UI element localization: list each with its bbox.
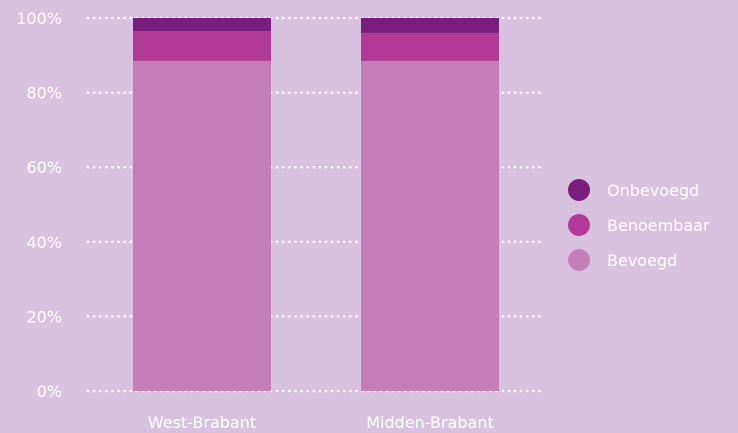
legend-swatch (568, 249, 590, 271)
legend-label: Bevoegd (607, 251, 677, 270)
legend-swatch (568, 214, 590, 236)
legend: Onbevoegd Benoembaar Bevoegd (568, 179, 710, 271)
x-axis-tick-labels: West-Brabant Midden-Brabant (148, 413, 494, 432)
y-tick-label: 80% (26, 84, 62, 103)
legend-label: Benoembaar (607, 216, 710, 235)
x-tick-label: Midden-Brabant (366, 413, 493, 432)
y-axis-tick-labels: 0% 20% 40% 60% 80% 100% (16, 9, 62, 401)
y-tick-label: 60% (26, 158, 62, 177)
y-tick-label: 100% (16, 9, 62, 28)
bar-stack (361, 18, 499, 392)
legend-item: Onbevoegd (568, 179, 699, 201)
y-tick-label: 20% (26, 307, 62, 326)
bar-segment-bevoegd (361, 60, 499, 392)
x-tick-label: West-Brabant (148, 413, 256, 432)
y-tick-label: 40% (26, 233, 62, 252)
bars (133, 18, 499, 392)
legend-swatch (568, 179, 590, 201)
bar-segment-benoembaar (133, 31, 271, 61)
y-tick-label: 0% (37, 382, 62, 401)
bar-segment-benoembaar (361, 32, 499, 61)
bar-segment-bevoegd (133, 60, 271, 392)
bar-stack (133, 18, 271, 392)
legend-item: Bevoegd (568, 249, 677, 271)
legend-label: Onbevoegd (607, 181, 699, 200)
bar-segment-onbevoegd (133, 18, 271, 32)
legend-item: Benoembaar (568, 214, 710, 236)
bar-segment-onbevoegd (361, 18, 499, 33)
